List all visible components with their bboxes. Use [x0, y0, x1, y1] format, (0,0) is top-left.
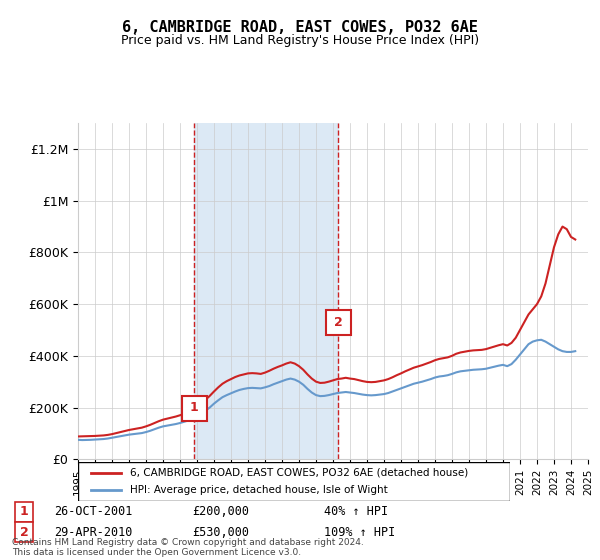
Text: 1: 1: [20, 505, 28, 519]
Text: 26-OCT-2001: 26-OCT-2001: [54, 505, 133, 519]
FancyBboxPatch shape: [15, 522, 33, 542]
Text: £530,000: £530,000: [192, 525, 249, 539]
Text: Price paid vs. HM Land Registry's House Price Index (HPI): Price paid vs. HM Land Registry's House …: [121, 34, 479, 46]
Text: 109% ↑ HPI: 109% ↑ HPI: [324, 525, 395, 539]
Text: 6, CAMBRIDGE ROAD, EAST COWES, PO32 6AE: 6, CAMBRIDGE ROAD, EAST COWES, PO32 6AE: [122, 20, 478, 35]
FancyBboxPatch shape: [78, 462, 510, 501]
Text: HPI: Average price, detached house, Isle of Wight: HPI: Average price, detached house, Isle…: [130, 485, 388, 495]
FancyBboxPatch shape: [15, 502, 33, 522]
Text: 40% ↑ HPI: 40% ↑ HPI: [324, 505, 388, 519]
Text: £200,000: £200,000: [192, 505, 249, 519]
Text: 2: 2: [20, 525, 28, 539]
Bar: [194, 123, 338, 459]
Text: 29-APR-2010: 29-APR-2010: [54, 525, 133, 539]
Text: 2: 2: [334, 316, 343, 329]
Text: 1: 1: [190, 401, 199, 414]
Text: 6, CAMBRIDGE ROAD, EAST COWES, PO32 6AE (detached house): 6, CAMBRIDGE ROAD, EAST COWES, PO32 6AE …: [130, 468, 468, 478]
Text: Contains HM Land Registry data © Crown copyright and database right 2024.
This d: Contains HM Land Registry data © Crown c…: [12, 538, 364, 557]
